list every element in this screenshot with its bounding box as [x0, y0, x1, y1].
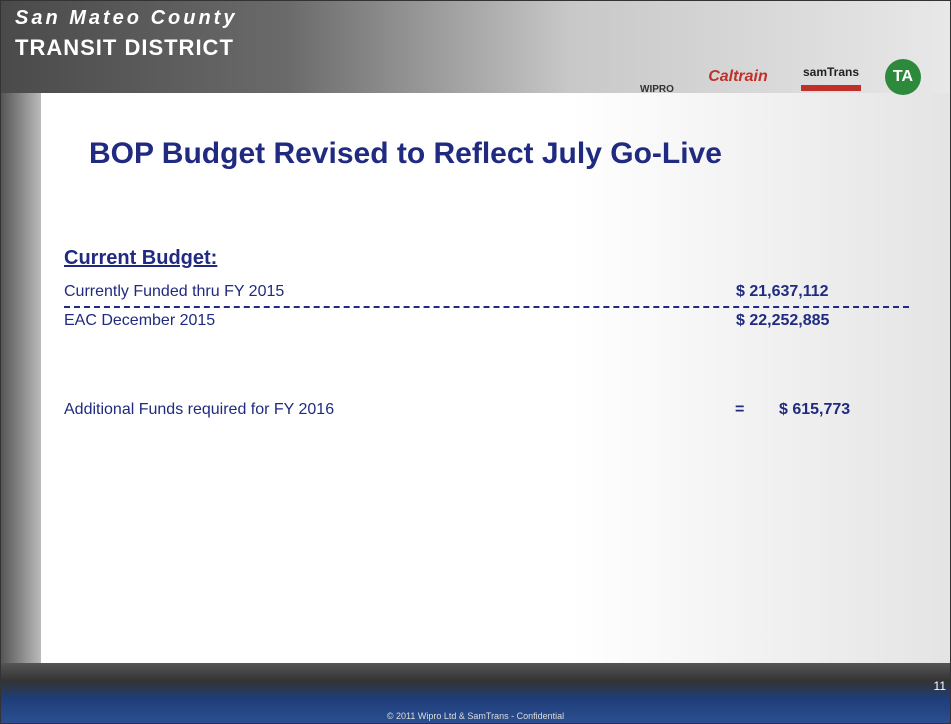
- slide-title: BOP Budget Revised to Reflect July Go-Li…: [89, 137, 722, 170]
- org-name: TRANSIT DISTRICT: [15, 35, 234, 60]
- logo: Caltrain: [708, 68, 768, 85]
- header-bar: San Mateo County TRANSIT DISTRICT WIPRO …: [1, 1, 950, 95]
- divider: [64, 306, 909, 308]
- org-name: San Mateo County: [15, 7, 238, 29]
- side-bar: [1, 93, 41, 663]
- logo: WIPRO: [640, 84, 674, 95]
- result-amount: $ 615,773: [779, 401, 851, 418]
- result-label: Additional Funds required for FY 2016: [64, 401, 335, 418]
- row-label: EAC December 2015: [64, 312, 216, 329]
- result-operator: =: [735, 401, 745, 418]
- footer-bar: 11 © 2011 Wipro Ltd & SamTrans - Confide…: [1, 663, 950, 723]
- copyright: © 2011 Wipro Ltd & SamTrans - Confidenti…: [386, 711, 565, 721]
- logo: TA: [885, 59, 921, 95]
- section-heading: Current Budget:: [64, 247, 218, 269]
- logo: samTrans: [801, 59, 861, 91]
- row-label: Currently Funded thru FY 2015: [64, 283, 285, 300]
- row-amount: $ 22,252,885: [736, 312, 830, 329]
- row-amount: $ 21,637,112: [736, 283, 829, 300]
- page-number: 11: [933, 679, 946, 693]
